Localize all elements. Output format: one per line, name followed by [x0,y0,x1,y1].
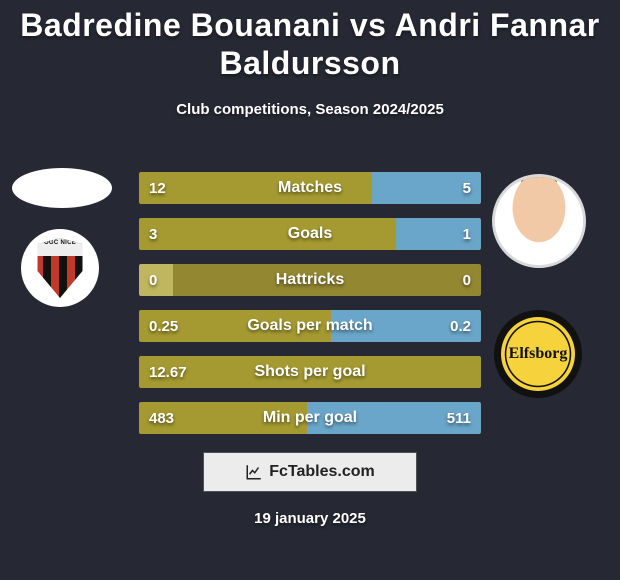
stat-bar-right [396,218,482,250]
stat-bar-left [139,402,307,434]
stat-bar-left [139,218,396,250]
stat-row: 12.67Shots per goal [139,356,481,388]
stat-row: 483511Min per goal [139,402,481,434]
stat-row: 125Matches [139,172,481,204]
player-right-face [495,177,583,265]
stat-bar-left [139,310,331,342]
comparison-title: Badredine Bouanani vs Andri Fannar Baldu… [0,0,620,83]
fctables-label: FcTables.com [269,463,375,481]
comparison-card: { "title": { "line1": "Badredine Bouanan… [0,0,620,580]
player-left-avatar [12,168,112,208]
stat-row: 0.250.2Goals per match [139,310,481,342]
footer-date: 19 january 2025 [254,510,366,527]
ogc-nice-crest [21,229,99,307]
stats-container: 125Matches 31Goals 00Hattricks 0.250.2Goals… [139,172,481,448]
stat-bar-right [372,172,481,204]
title-line2: Baldursson [219,45,400,81]
club-logo-elfsborg: Elfsborg [492,308,584,400]
elfsborg-crest: Elfsborg [494,310,582,398]
elfsborg-text: Elfsborg [501,317,575,391]
stat-row: 31Goals [139,218,481,250]
stat-bar-left [139,264,173,296]
club-logo-ogc-nice [20,228,100,308]
elfsborg-inner: Elfsborg [501,317,575,391]
chart-icon [245,463,263,481]
comparison-subtitle: Club competitions, Season 2024/2025 [0,101,620,118]
fctables-badge[interactable]: FcTables.com [203,452,417,492]
stat-row: 00Hattricks [139,264,481,296]
stat-bar-left [139,356,481,388]
player-right-avatar [492,174,586,268]
stat-bar-bg [139,264,481,296]
title-line1: Badredine Bouanani vs Andri Fannar [20,7,599,43]
stat-bar-right [307,402,481,434]
ogc-nice-shield [35,238,85,298]
stat-bar-left [139,172,372,204]
stat-bar-right [331,310,481,342]
